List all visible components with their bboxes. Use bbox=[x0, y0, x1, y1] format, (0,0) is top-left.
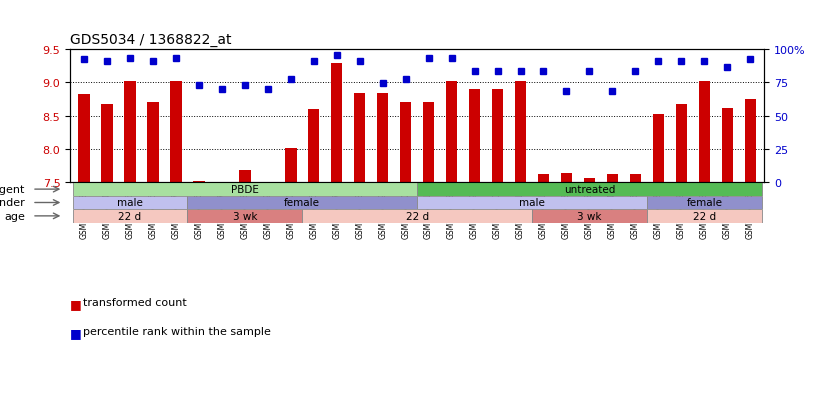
Bar bbox=[647, 210, 762, 223]
Bar bbox=[285, 148, 297, 183]
Bar bbox=[423, 103, 434, 183]
Text: age: age bbox=[4, 211, 25, 221]
Text: 22 d: 22 d bbox=[406, 211, 429, 221]
Bar bbox=[170, 82, 182, 183]
Text: male: male bbox=[117, 198, 143, 208]
Text: ■: ■ bbox=[70, 326, 82, 339]
Bar bbox=[699, 82, 710, 183]
Bar bbox=[417, 183, 762, 196]
Text: 22 d: 22 d bbox=[693, 211, 716, 221]
Bar bbox=[102, 105, 112, 183]
Text: GDS5034 / 1368822_at: GDS5034 / 1368822_at bbox=[70, 33, 232, 47]
Bar bbox=[193, 182, 205, 183]
Bar bbox=[188, 196, 417, 210]
Bar bbox=[400, 103, 411, 183]
Bar bbox=[561, 173, 572, 183]
Text: 22 d: 22 d bbox=[118, 211, 141, 221]
Text: 3 wk: 3 wk bbox=[233, 211, 257, 221]
Bar bbox=[73, 183, 417, 196]
Text: transformed count: transformed count bbox=[83, 297, 187, 307]
Bar bbox=[629, 175, 641, 183]
Bar bbox=[744, 100, 756, 183]
Bar bbox=[188, 210, 302, 223]
Bar bbox=[262, 182, 273, 183]
Bar bbox=[532, 210, 647, 223]
Bar bbox=[446, 82, 458, 183]
Text: PBDE: PBDE bbox=[231, 185, 259, 195]
Bar bbox=[647, 196, 762, 210]
Bar bbox=[302, 210, 532, 223]
Bar bbox=[124, 82, 135, 183]
Bar bbox=[584, 179, 596, 183]
Bar bbox=[147, 103, 159, 183]
Text: ■: ■ bbox=[70, 297, 82, 310]
Text: female: female bbox=[686, 198, 722, 208]
Text: gender: gender bbox=[0, 198, 25, 208]
Bar bbox=[417, 196, 647, 210]
Bar bbox=[676, 104, 687, 183]
Text: untreated: untreated bbox=[564, 185, 615, 195]
Text: percentile rank within the sample: percentile rank within the sample bbox=[83, 326, 270, 336]
Bar bbox=[78, 95, 90, 183]
Bar bbox=[653, 115, 664, 183]
Text: female: female bbox=[284, 198, 320, 208]
Bar bbox=[491, 90, 503, 183]
Bar bbox=[377, 94, 388, 183]
Bar bbox=[354, 94, 365, 183]
Bar bbox=[515, 82, 526, 183]
Bar bbox=[606, 175, 618, 183]
Text: 3 wk: 3 wk bbox=[577, 211, 601, 221]
Bar bbox=[239, 171, 250, 183]
Text: male: male bbox=[519, 198, 545, 208]
Bar bbox=[469, 90, 480, 183]
Bar bbox=[73, 210, 188, 223]
Bar bbox=[216, 182, 228, 183]
Bar bbox=[331, 64, 343, 183]
Bar bbox=[308, 109, 320, 183]
Bar bbox=[722, 108, 733, 183]
Text: agent: agent bbox=[0, 185, 25, 195]
Bar bbox=[538, 175, 549, 183]
Bar bbox=[73, 196, 188, 210]
